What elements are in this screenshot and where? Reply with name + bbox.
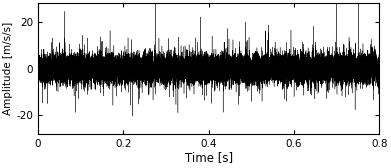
X-axis label: Time [s]: Time [s] — [185, 152, 233, 164]
Y-axis label: Amplitude [m/s/s]: Amplitude [m/s/s] — [4, 22, 13, 115]
